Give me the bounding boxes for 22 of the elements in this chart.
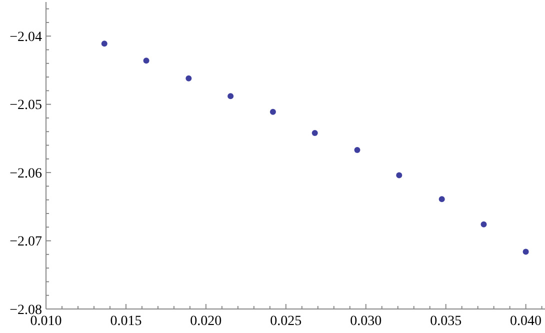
point bbox=[228, 93, 234, 100]
text: 0.010 bbox=[30, 314, 62, 329]
point bbox=[396, 172, 402, 178]
point bbox=[480, 221, 487, 228]
x-tick-label: 0.035 bbox=[430, 314, 462, 329]
point bbox=[143, 58, 150, 64]
point bbox=[186, 75, 192, 82]
x-tick-label: 0.030 bbox=[350, 314, 382, 329]
point bbox=[101, 40, 108, 47]
x-tick-label: 0.025 bbox=[270, 314, 302, 329]
x-tick-label: 0.015 bbox=[110, 314, 142, 329]
point bbox=[312, 130, 318, 136]
point bbox=[522, 248, 529, 255]
y-tick-label: −2.06 bbox=[10, 166, 42, 182]
x-tick-label: 0.040 bbox=[510, 314, 542, 329]
y-tick-label: −2.04 bbox=[10, 30, 42, 46]
point bbox=[438, 196, 445, 202]
x-tick-label: 0.020 bbox=[190, 314, 222, 329]
point bbox=[270, 108, 276, 115]
point bbox=[354, 147, 360, 154]
y-tick-label: −2.07 bbox=[10, 234, 42, 250]
y-tick-label: −2.05 bbox=[10, 98, 42, 114]
